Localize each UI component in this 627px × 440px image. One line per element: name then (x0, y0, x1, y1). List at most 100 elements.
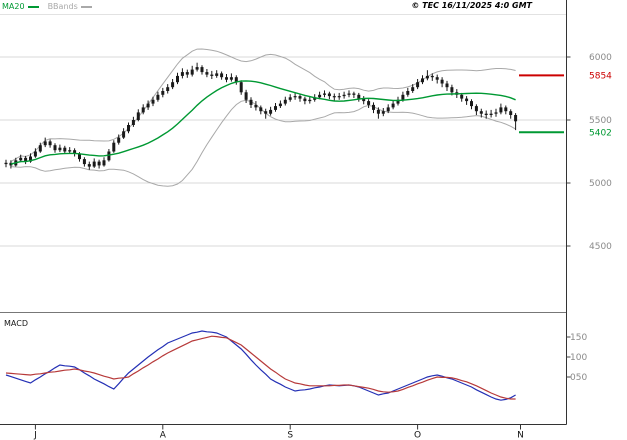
candle-body (205, 72, 209, 75)
candle-body (24, 157, 28, 162)
candle-body (269, 109, 273, 114)
candle (48, 139, 52, 148)
candle (303, 96, 307, 105)
candle (470, 99, 473, 110)
candle (465, 96, 469, 105)
candle (151, 96, 155, 107)
candle (327, 91, 331, 100)
candle (200, 65, 204, 75)
candle-body (396, 99, 400, 104)
candle (337, 92, 341, 100)
candle (430, 73, 434, 81)
candle (239, 80, 243, 95)
candle (244, 89, 248, 103)
candle (411, 84, 415, 93)
candle (117, 134, 121, 145)
month-label: A (160, 431, 167, 440)
candle-body (450, 87, 454, 93)
candle-body (195, 67, 199, 70)
candle-body (283, 99, 287, 104)
candle-body (53, 145, 57, 151)
candle (166, 84, 170, 94)
candle-body (166, 87, 170, 91)
candle (190, 65, 194, 77)
legend-item-ma20: MA20 (2, 1, 39, 13)
candle-body (470, 101, 473, 107)
candle-body (220, 73, 224, 78)
candle-body (254, 104, 258, 108)
candle-body (474, 106, 478, 112)
candle (484, 110, 488, 119)
candle (274, 103, 277, 112)
candle-body (308, 99, 312, 102)
month-label: S (287, 431, 293, 440)
candle (24, 155, 28, 165)
candle (323, 90, 326, 98)
month-label: N (517, 431, 524, 440)
candle (210, 70, 214, 79)
copyright-text: © TEC 16/11/2025 4:0 GMT (411, 1, 532, 10)
month-label: J (33, 431, 37, 440)
candle-body (107, 151, 111, 161)
candle (499, 103, 503, 115)
candle (92, 158, 96, 168)
candle-body (401, 94, 405, 100)
candle (425, 70, 429, 81)
candle-body (43, 141, 47, 146)
candle-body (376, 109, 380, 114)
candle (332, 93, 336, 101)
candle-body (63, 147, 67, 152)
candle (127, 122, 130, 134)
candle (504, 105, 508, 115)
candle (141, 104, 145, 115)
candle-body (190, 69, 194, 75)
candle-body (78, 154, 81, 160)
candle (440, 77, 444, 88)
price-axis-label: 5000 (589, 179, 612, 189)
candle (376, 107, 380, 119)
candle-body (313, 97, 317, 100)
candle-body (337, 96, 341, 98)
candle-body (210, 74, 214, 76)
candle (180, 68, 184, 79)
candle (479, 108, 483, 118)
candle-body (229, 77, 233, 80)
bollinger-upper-band (10, 48, 516, 163)
macd-axis-label: 150 (570, 333, 587, 343)
candle (259, 105, 263, 115)
candle-body (161, 91, 165, 95)
candle-body (416, 82, 420, 88)
candle (82, 157, 86, 167)
candle-body (303, 98, 307, 102)
candle-body (131, 120, 135, 125)
candle (347, 90, 351, 98)
candle-body (97, 161, 101, 166)
candle (264, 108, 268, 119)
candle (225, 74, 228, 83)
candle-body (82, 159, 86, 165)
candle-body (406, 91, 410, 95)
candle (195, 62, 199, 72)
candle-body (342, 94, 346, 97)
candle (63, 145, 67, 154)
candle (391, 100, 395, 110)
candle (58, 144, 62, 153)
legend-bbands-dash-icon (80, 6, 92, 8)
candle (146, 100, 150, 110)
candle-body (298, 96, 302, 99)
candle-body (465, 98, 469, 102)
candle-body (381, 111, 385, 114)
candle (33, 148, 37, 158)
candle (278, 100, 282, 108)
candle-body (127, 125, 130, 132)
price-axis-label: 4500 (589, 242, 612, 252)
candle-body (484, 113, 488, 115)
candle-body (225, 77, 228, 80)
macd-line (5, 330, 516, 401)
candle-body (367, 101, 371, 105)
candle-body (156, 94, 160, 100)
candle-body (347, 93, 351, 95)
candle (161, 87, 165, 98)
candle-body (73, 150, 77, 154)
